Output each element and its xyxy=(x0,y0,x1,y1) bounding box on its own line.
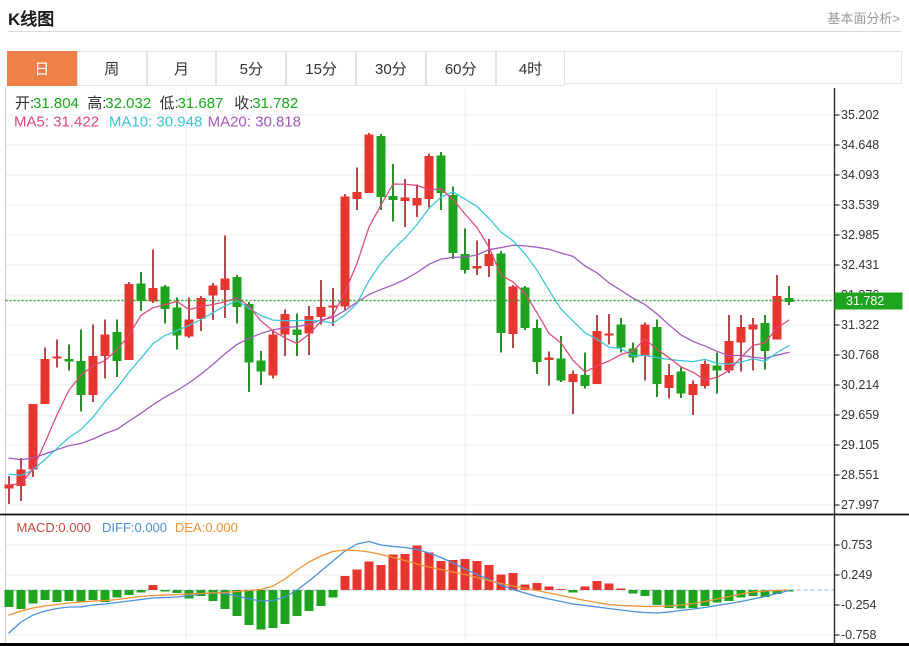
svg-text:35.202: 35.202 xyxy=(841,108,879,122)
svg-text:32.985: 32.985 xyxy=(841,228,879,242)
svg-text:32.431: 32.431 xyxy=(841,258,879,272)
svg-text:28.551: 28.551 xyxy=(841,468,879,482)
svg-text:27.997: 27.997 xyxy=(841,498,879,512)
svg-text:34.648: 34.648 xyxy=(841,138,879,152)
svg-text:-0.758: -0.758 xyxy=(841,628,876,642)
svg-text:29.659: 29.659 xyxy=(841,408,879,422)
svg-text:30.768: 30.768 xyxy=(841,348,879,362)
svg-text:31.782: 31.782 xyxy=(846,294,884,308)
svg-text:30.214: 30.214 xyxy=(841,378,879,392)
svg-text:-0.254: -0.254 xyxy=(841,598,876,612)
svg-text:0.249: 0.249 xyxy=(841,568,872,582)
svg-text:0.753: 0.753 xyxy=(841,538,872,552)
svg-text:33.539: 33.539 xyxy=(841,198,879,212)
svg-text:29.105: 29.105 xyxy=(841,438,879,452)
svg-text:31.322: 31.322 xyxy=(841,318,879,332)
svg-text:34.093: 34.093 xyxy=(841,168,879,182)
